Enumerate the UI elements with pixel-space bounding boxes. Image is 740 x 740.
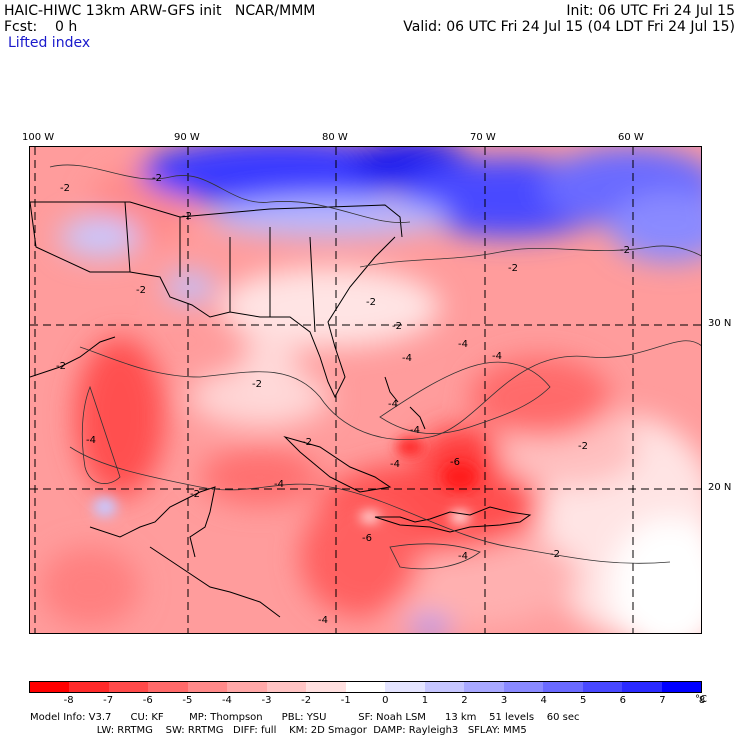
lifted-index-map: -2 -2 -2 -2 -2 -2 -2 -2 -2 -2 -2 -2 -4 -…	[29, 146, 702, 634]
color-bar-swatch	[582, 682, 623, 692]
color-bar-tick-label: -1	[340, 695, 351, 706]
color-bar-tick-label: -2	[301, 695, 312, 706]
lon-label-100w: 100 W	[22, 132, 55, 143]
lon-label-70w: 70 W	[470, 132, 496, 143]
lon-label-90w: 90 W	[174, 132, 200, 143]
lon-label-80w: 80 W	[322, 132, 348, 143]
color-bar-tick-label: -4	[221, 695, 232, 706]
lat-lon-grid	[30, 147, 701, 633]
model-info-line2: LW: RRTMG SW: RRTMG DIFF: full KM: 2D Sm…	[30, 725, 527, 736]
field-shading	[40, 147, 701, 633]
coastlines	[30, 201, 532, 618]
color-bar	[29, 681, 702, 693]
contour-label: -2	[60, 183, 70, 194]
model-title: HAIC-HIWC 13km ARW-GFS init NCAR/MMM	[4, 3, 316, 19]
color-bar-swatch	[385, 682, 425, 692]
color-bar-tick-label: 2	[461, 695, 468, 706]
color-bar-swatch	[187, 682, 228, 692]
contour-label: -2	[190, 489, 200, 500]
contour-label: -4	[388, 399, 398, 410]
color-bar-tick-label: -6	[142, 695, 153, 706]
color-bar-swatch	[266, 682, 307, 692]
contour-label: -4	[274, 479, 284, 490]
color-bar-tick-label: 6	[619, 695, 626, 706]
contour-label: -2	[302, 437, 312, 448]
color-bar-swatch	[148, 682, 188, 692]
contour-lines	[49, 164, 701, 570]
contour-label: -4	[86, 435, 96, 446]
color-bar-tick-label: 3	[500, 695, 508, 706]
color-bar-swatch	[543, 682, 583, 692]
valid-time: Valid: 06 UTC Fri 24 Jul 15 (04 LDT Fri …	[403, 19, 735, 35]
color-bar-tick-label: 4	[540, 695, 547, 706]
color-bar-tick-label: -3	[261, 695, 272, 706]
contour-label-group: -2 -2 -2 -2 -2 -2 -2 -2 -2 -2 -2 -2 -4 -…	[56, 173, 630, 626]
contour-label: -2	[136, 285, 146, 296]
color-bar-tick-label: 5	[580, 695, 587, 706]
model-info-line1: Model Info: V3.7 CU: KF MP: Thompson PBL…	[30, 712, 580, 723]
contour-label: -2	[508, 263, 518, 274]
contour-label: -2	[578, 441, 588, 452]
color-bar-swatch	[306, 682, 346, 692]
color-bar-tick-label: 1	[421, 695, 429, 706]
init-time: Init: 06 UTC Fri 24 Jul 15	[566, 3, 735, 19]
color-bar-unit: °C	[695, 694, 707, 705]
color-bar-swatch	[30, 682, 70, 692]
contour-label: -2	[182, 211, 192, 222]
color-bar-swatch	[345, 682, 386, 692]
color-bar-swatch	[661, 682, 701, 692]
contour-label: -2	[56, 361, 66, 372]
color-bar-swatch	[227, 682, 267, 692]
contour-label: -4	[318, 615, 328, 626]
color-bar-tick-label: 7	[659, 695, 666, 706]
field-name: Lifted index	[8, 35, 91, 51]
color-bar-tick-label: 8	[698, 695, 706, 706]
contour-label: -4	[458, 339, 468, 350]
color-bar-swatch	[464, 682, 504, 692]
contour-label: -4	[492, 351, 502, 362]
color-bar-tick-label: -7	[103, 695, 114, 706]
lon-label-60w: 60 W	[618, 132, 644, 143]
color-bar-swatch	[424, 682, 465, 692]
contour-label: -2	[252, 379, 262, 390]
color-bar-tick-label: -8	[63, 695, 74, 706]
contour-label: -2	[152, 173, 162, 184]
color-bar-swatch	[69, 682, 109, 692]
contour-label: -4	[458, 551, 468, 562]
color-bar-tick-label: 0	[382, 695, 389, 706]
contour-label: -2	[620, 245, 630, 256]
color-bar-tick-label: -5	[182, 695, 193, 706]
contour-label: -2	[392, 321, 402, 332]
forecast-hour: Fcst: 0 h	[4, 19, 78, 35]
color-bar-swatch	[108, 682, 149, 692]
field-detail	[93, 437, 478, 523]
contour-label: -2	[366, 297, 376, 308]
contour-label: -4	[402, 353, 412, 364]
color-bar-swatch	[622, 682, 662, 692]
contour-label: -6	[362, 533, 372, 544]
contour-label: -2	[550, 549, 560, 560]
map-canvas: -2 -2 -2 -2 -2 -2 -2 -2 -2 -2 -2 -2 -4 -…	[30, 147, 701, 633]
contour-label: -4	[410, 425, 420, 436]
contour-label: -6	[450, 457, 460, 468]
contour-label: -4	[390, 459, 400, 470]
lat-label-20n: 20 N	[708, 482, 732, 493]
color-bar-swatch	[503, 682, 544, 692]
lat-label-30n: 30 N	[708, 318, 732, 329]
